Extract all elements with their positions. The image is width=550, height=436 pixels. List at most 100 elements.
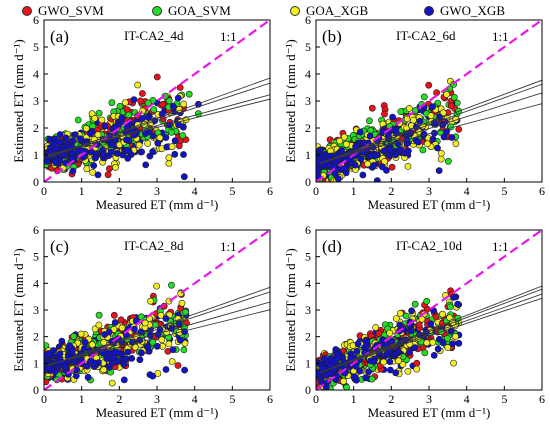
data-point-gwo-xgb xyxy=(316,167,322,174)
data-point-goa-xgb xyxy=(399,360,407,368)
data-point-gwo-xgb xyxy=(138,115,146,122)
data-point-gwo-xgb xyxy=(111,348,119,356)
data-point-gwo-xgb xyxy=(407,327,415,335)
data-point-gwo-xgb xyxy=(120,376,128,384)
data-point-goa-xgb xyxy=(413,365,421,373)
data-point-gwo-xgb xyxy=(124,348,132,356)
data-point-gwo-xgb xyxy=(449,340,456,348)
data-point-goa-svm xyxy=(450,93,458,101)
data-point-gwo-xgb xyxy=(181,366,188,374)
data-point-gwo-xgb xyxy=(373,177,381,182)
y-tick-label: 4 xyxy=(33,276,39,290)
x-tick-label: 4 xyxy=(192,392,198,406)
data-point-goa-xgb xyxy=(94,131,102,139)
fit-line-gwo-xgb xyxy=(47,309,270,366)
data-point-gwo-xgb xyxy=(149,372,157,380)
panel-d: 0 1 2 3 4 5 6 0 1 2 3 4 5 6 Measured ET (mm d⁻¹) Estima… xyxy=(283,223,545,420)
one-to-one-line xyxy=(316,20,542,182)
fit-line-goa-svm xyxy=(47,82,270,157)
panel-title: IT-CA2_4d xyxy=(124,28,184,43)
x-tick-label: 4 xyxy=(464,392,470,406)
data-point-goa-svm xyxy=(150,106,158,114)
data-point-gwo-xgb xyxy=(56,131,64,138)
data-point-gwo-xgb xyxy=(370,358,378,365)
data-point-gwo-xgb xyxy=(175,121,182,129)
data-point-goa-xgb xyxy=(178,299,186,307)
legend-label-gwo-svm: GWO_SVM xyxy=(38,3,104,18)
data-point-gwo-svm xyxy=(153,73,161,81)
data-point-gwo-xgb xyxy=(429,135,437,143)
data-point-gwo-xgb xyxy=(351,161,359,169)
data-point-goa-xgb xyxy=(100,338,108,346)
data-point-gwo-xgb xyxy=(454,300,462,308)
data-point-goa-xgb xyxy=(98,116,106,124)
data-point-gwo-xgb xyxy=(71,131,79,138)
data-point-gwo-xgb xyxy=(56,350,64,358)
data-point-gwo-xgb xyxy=(391,151,399,159)
y-tick-label: 3 xyxy=(305,303,311,317)
one-to-one-label: 1:1 xyxy=(492,29,509,44)
y-axis-label: Estimated ET (mm d⁻¹) xyxy=(283,39,298,163)
data-point-goa-xgb xyxy=(153,282,160,290)
data-point-goa-svm xyxy=(420,93,428,101)
x-tick-label: 0 xyxy=(41,392,47,406)
x-axis-label: Measured ET (mm d⁻¹) xyxy=(368,197,491,212)
y-axis-label: Estimated ET (mm d⁻¹) xyxy=(11,39,26,163)
data-point-gwo-xgb xyxy=(362,374,370,382)
data-point-goa-svm xyxy=(182,308,189,316)
data-point-gwo-svm xyxy=(106,165,113,173)
one-to-one-label: 1:1 xyxy=(220,29,237,44)
data-point-goa-xgb xyxy=(165,340,173,348)
data-point-gwo-xgb xyxy=(58,337,66,345)
x-tick-label: 1 xyxy=(79,184,85,198)
data-point-gwo-xgb xyxy=(359,171,367,179)
data-point-gwo-xgb xyxy=(77,135,84,143)
one-to-one-label: 1:1 xyxy=(492,239,509,254)
fit-line-goa-xgb xyxy=(47,301,270,366)
data-point-gwo-xgb xyxy=(90,162,98,169)
data-point-gwo-xgb xyxy=(101,122,109,130)
data-point-goa-xgb xyxy=(427,112,435,120)
data-point-goa-xgb xyxy=(452,333,459,340)
data-point-goa-svm xyxy=(149,338,157,346)
data-point-gwo-xgb xyxy=(123,136,130,144)
y-tick-label: 5 xyxy=(33,40,39,54)
panel-title: IT-CA2_10d xyxy=(396,238,462,253)
data-point-goa-xgb xyxy=(168,358,176,365)
legend-label-goa-xgb: GOA_XGB xyxy=(306,3,369,18)
data-point-gwo-xgb xyxy=(386,358,394,365)
one-to-one-line xyxy=(44,230,270,390)
data-point-gwo-xgb xyxy=(180,151,187,158)
data-point-gwo-xgb xyxy=(153,342,161,350)
data-point-gwo-xgb xyxy=(439,339,447,347)
data-point-gwo-xgb xyxy=(354,340,362,348)
data-point-gwo-xgb xyxy=(450,293,457,301)
y-tick-label: 0 xyxy=(305,175,311,189)
data-point-goa-svm xyxy=(444,157,452,165)
data-point-goa-svm xyxy=(179,132,187,139)
data-point-goa-svm xyxy=(180,346,188,354)
y-tick-label: 5 xyxy=(305,40,311,54)
data-point-goa-xgb xyxy=(88,341,96,349)
data-point-gwo-xgb xyxy=(171,137,179,145)
x-tick-label: 5 xyxy=(501,184,507,198)
panel-c: 0 1 2 3 4 5 6 0 1 2 3 4 5 6 Measured ET (mm d⁻¹) Estima… xyxy=(11,223,273,420)
data-point-gwo-xgb xyxy=(142,161,150,169)
data-point-gwo-svm xyxy=(110,311,118,319)
data-point-gwo-svm xyxy=(104,171,112,179)
data-point-gwo-xgb xyxy=(169,102,177,110)
data-point-gwo-xgb xyxy=(427,320,435,328)
data-point-goa-xgb xyxy=(444,344,452,351)
data-point-gwo-xgb xyxy=(111,319,119,326)
x-tick-label: 0 xyxy=(313,184,319,198)
scatter-points xyxy=(316,287,463,390)
fit-line-gwo-svm xyxy=(319,79,542,164)
data-point-goa-xgb xyxy=(364,160,371,168)
data-point-goa-xgb xyxy=(450,359,457,367)
data-point-goa-svm xyxy=(423,297,431,305)
y-tick-label: 1 xyxy=(33,356,39,370)
data-point-goa-xgb xyxy=(386,329,394,337)
fit-line-gwo-svm xyxy=(47,286,270,367)
data-point-gwo-xgb xyxy=(434,144,441,152)
data-point-gwo-xgb xyxy=(124,154,132,162)
